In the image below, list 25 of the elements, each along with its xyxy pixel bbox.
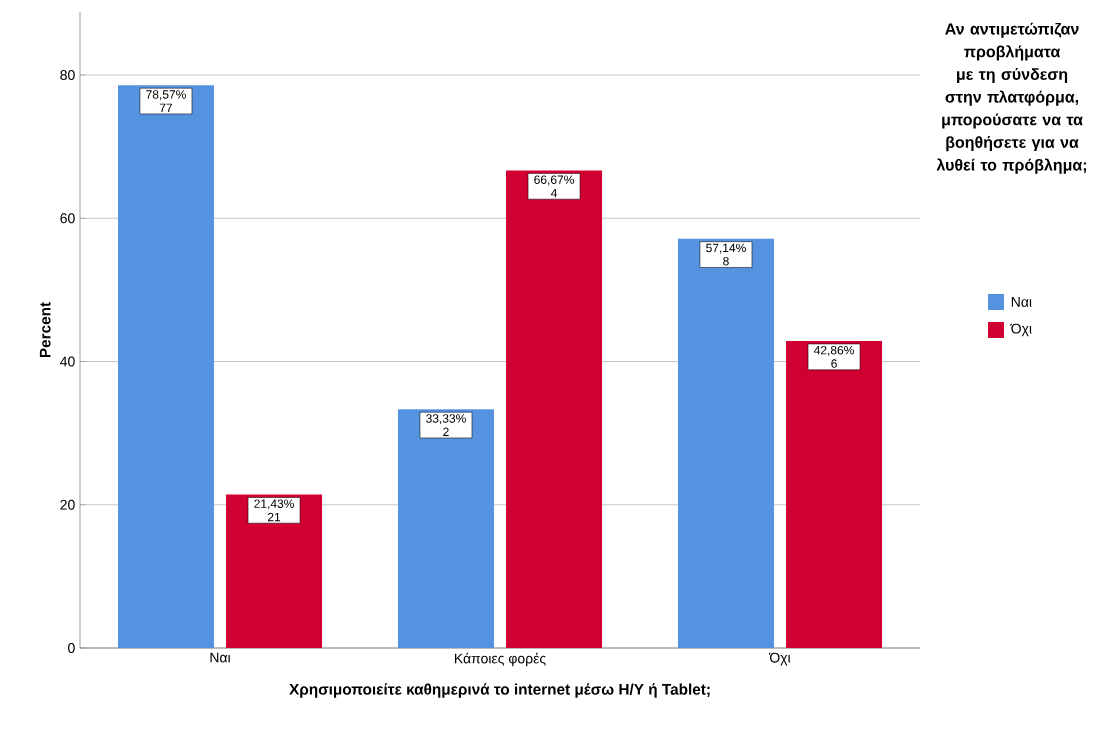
x-tick-label: Όχι — [768, 652, 791, 666]
legend-label: Ναι — [1011, 297, 1032, 307]
y-tick-label: 20 — [60, 499, 75, 510]
data-label: 66,67% 4 — [534, 175, 574, 198]
data-label: 42,86% 6 — [813, 345, 854, 368]
bar — [506, 170, 603, 648]
x-tick-label: Κάποιες φορές — [455, 652, 546, 667]
bar — [397, 409, 494, 648]
x-tick-label: Ναι — [210, 652, 231, 663]
data-label: 33,33% 2 — [426, 414, 466, 436]
y-axis-title: Percent — [39, 302, 51, 358]
bar — [786, 341, 883, 648]
y-tick-label: 60 — [60, 213, 75, 224]
bar — [117, 85, 214, 648]
bar — [677, 238, 774, 648]
y-tick-label: 40 — [60, 356, 75, 367]
x-axis-title: Χρησιμοποιείτε καθημερινά το internet μέσω Η/Υ ή Tablet; — [289, 683, 710, 698]
data-label: 57,14% 8 — [706, 243, 746, 266]
data-label: 78,57% 77 — [146, 90, 186, 112]
y-tick-label: 0 — [68, 643, 75, 653]
bar — [226, 494, 323, 648]
y-tick-label: 80 — [60, 70, 75, 80]
legend-label: Όχι — [1010, 323, 1032, 337]
legend-title: Αν αντιμετώπιζαν προβλήματα με τη σύνδεση στην πλατφόρμα, μπορούσατε να τα βοηθήσετε για να λυθεί το πρόβλημα; — [936, 22, 1087, 174]
data-label: 21,43% 21 — [254, 499, 294, 522]
